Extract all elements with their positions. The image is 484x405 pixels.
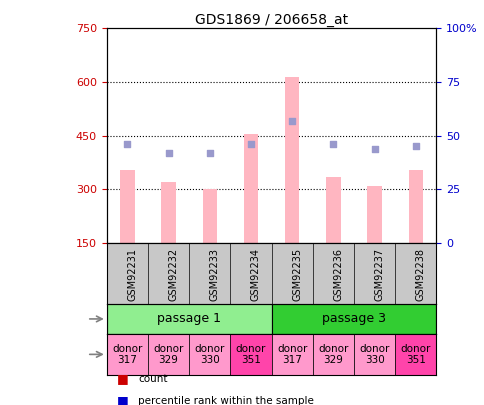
Bar xyxy=(394,334,436,375)
Text: donor
317: donor 317 xyxy=(276,343,307,365)
Bar xyxy=(106,334,148,375)
Text: donor
351: donor 351 xyxy=(400,343,430,365)
Text: count: count xyxy=(138,374,167,384)
Text: GSM92234: GSM92234 xyxy=(251,248,260,301)
Text: GSM92233: GSM92233 xyxy=(209,248,219,301)
Text: GSM92238: GSM92238 xyxy=(415,248,425,301)
Text: ■: ■ xyxy=(116,394,128,405)
Bar xyxy=(271,334,312,375)
Bar xyxy=(148,334,189,375)
Point xyxy=(411,143,419,150)
Bar xyxy=(367,186,381,243)
Bar xyxy=(230,334,271,375)
Bar xyxy=(189,334,230,375)
Point xyxy=(370,145,378,152)
Point xyxy=(287,117,295,124)
Bar xyxy=(408,170,422,243)
Point xyxy=(246,141,254,147)
Bar xyxy=(243,134,257,243)
Bar xyxy=(312,334,353,375)
Bar xyxy=(120,170,134,243)
Text: ■: ■ xyxy=(116,372,128,385)
Bar xyxy=(271,304,436,334)
Bar xyxy=(285,77,299,243)
Text: donor
330: donor 330 xyxy=(359,343,389,365)
Text: passage 3: passage 3 xyxy=(321,312,385,326)
Text: GSM92232: GSM92232 xyxy=(168,247,178,301)
Title: GDS1869 / 206658_at: GDS1869 / 206658_at xyxy=(195,13,348,27)
Text: donor
329: donor 329 xyxy=(318,343,348,365)
Point xyxy=(205,149,213,156)
Point xyxy=(329,141,336,147)
Text: GSM92237: GSM92237 xyxy=(374,247,384,301)
Text: GSM92235: GSM92235 xyxy=(291,247,302,301)
Text: passage 1: passage 1 xyxy=(157,312,221,326)
Point xyxy=(164,149,172,156)
Bar xyxy=(202,190,216,243)
Text: donor
330: donor 330 xyxy=(194,343,225,365)
Bar xyxy=(353,334,394,375)
Bar xyxy=(106,304,271,334)
Point xyxy=(123,141,131,147)
Text: donor
351: donor 351 xyxy=(235,343,266,365)
Text: GSM92231: GSM92231 xyxy=(127,248,137,301)
Bar xyxy=(326,177,340,243)
Text: percentile rank within the sample: percentile rank within the sample xyxy=(138,396,314,405)
Text: GSM92236: GSM92236 xyxy=(333,248,343,301)
Bar xyxy=(161,182,175,243)
Text: donor
329: donor 329 xyxy=(153,343,183,365)
Text: donor
317: donor 317 xyxy=(112,343,142,365)
